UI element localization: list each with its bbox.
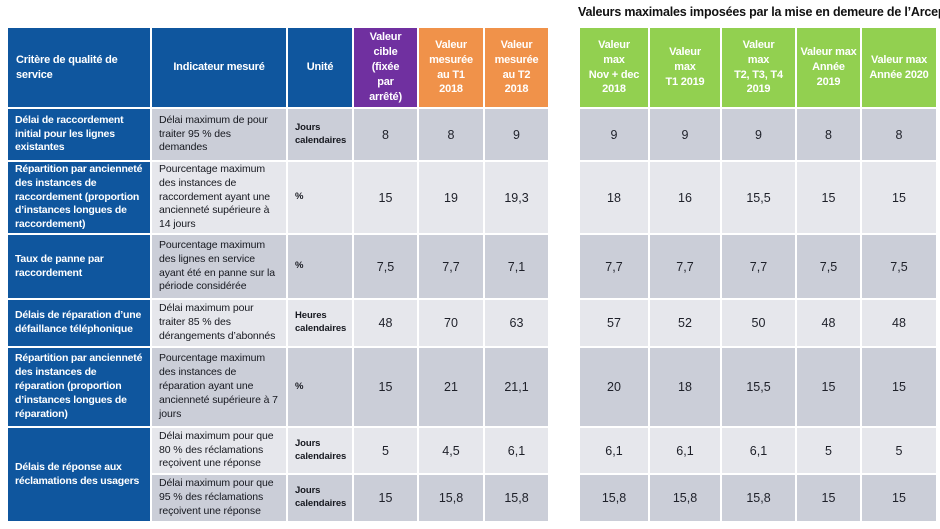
max-novdec-2018-cell: 7,7 <box>580 235 648 298</box>
indicator-cell: Délai maximum pour traiter 85 % des déra… <box>152 300 286 346</box>
criterion-cell: Répartition par ancienneté des instances… <box>8 162 150 233</box>
target-value-cell: 7,5 <box>354 235 417 298</box>
max-t1-2019-cell: 6,1 <box>650 428 720 473</box>
target-value-cell: 48 <box>354 300 417 346</box>
max-novdec-2018-cell: 9 <box>580 109 648 160</box>
measured-t2-2018-cell: 9 <box>485 109 548 160</box>
max-t1-2019-cell: 16 <box>650 162 720 233</box>
max-novdec-2018-cell: 57 <box>580 300 648 346</box>
max-annee-2020-cell: 7,5 <box>862 235 936 298</box>
max-annee-2020-cell: 8 <box>862 109 936 160</box>
max-novdec-2018-cell: 20 <box>580 348 648 426</box>
unit-cell: % <box>288 235 352 298</box>
measured-t2-2018-cell: 19,3 <box>485 162 548 233</box>
target-value-cell: 15 <box>354 348 417 426</box>
indicator-cell: Pourcentage maximum des lignes en servic… <box>152 235 286 298</box>
max-annee-2020-cell: 15 <box>862 162 936 233</box>
header-indicator: Indicateur mesuré <box>152 28 286 107</box>
right-table-title: Valeurs maximales imposées par la mise e… <box>578 5 940 19</box>
measured-t1-2018-cell: 21 <box>419 348 483 426</box>
max-annee-2020-cell: 15 <box>862 475 936 521</box>
max-annee-2019-cell: 15 <box>797 475 860 521</box>
target-value-cell: 15 <box>354 162 417 233</box>
max-annee-2019-cell: 15 <box>797 348 860 426</box>
header-measured-t1-2018: Valeur mesurée au T1 2018 <box>419 28 483 107</box>
max-annee-2020-cell: 5 <box>862 428 936 473</box>
max-t1-2019-cell: 52 <box>650 300 720 346</box>
unit-cell: Jours calendaires <box>288 428 352 473</box>
measured-t2-2018-cell: 21,1 <box>485 348 548 426</box>
max-t1-2019-cell: 15,8 <box>650 475 720 521</box>
criterion-cell: Délai de raccordement initial pour les l… <box>8 109 150 160</box>
header-max-t1-2019: Valeur max T1 2019 <box>650 28 720 107</box>
unit-cell: Heures calendaires <box>288 300 352 346</box>
header-measured-t2-2018: Valeur mesurée au T2 2018 <box>485 28 548 107</box>
criterion-cell: Délais de réparation d’une défaillance t… <box>8 300 150 346</box>
indicator-cell: Délai maximum pour que 95 % des réclamat… <box>152 475 286 521</box>
criterion-cell: Délais de réponse aux réclamations des u… <box>8 428 150 521</box>
measured-t1-2018-cell: 70 <box>419 300 483 346</box>
indicator-cell: Pourcentage maximum des instances de rac… <box>152 162 286 233</box>
measured-t1-2018-cell: 15,8 <box>419 475 483 521</box>
max-novdec-2018-cell: 15,8 <box>580 475 648 521</box>
measured-t1-2018-cell: 8 <box>419 109 483 160</box>
max-t234-2019-cell: 50 <box>722 300 795 346</box>
max-annee-2019-cell: 48 <box>797 300 860 346</box>
max-annee-2019-cell: 15 <box>797 162 860 233</box>
max-novdec-2018-cell: 6,1 <box>580 428 648 473</box>
unit-cell: % <box>288 162 352 233</box>
indicator-cell: Délai maximum de pour traiter 95 % des d… <box>152 109 286 160</box>
measured-t1-2018-cell: 19 <box>419 162 483 233</box>
max-t1-2019-cell: 18 <box>650 348 720 426</box>
criterion-cell: Taux de panne par raccordement <box>8 235 150 298</box>
measured-t2-2018-cell: 15,8 <box>485 475 548 521</box>
max-annee-2019-cell: 5 <box>797 428 860 473</box>
target-value-cell: 5 <box>354 428 417 473</box>
target-value-cell: 15 <box>354 475 417 521</box>
measured-t2-2018-cell: 6,1 <box>485 428 548 473</box>
qos-table: Critère de qualité de service Indicateur… <box>8 28 936 521</box>
unit-cell: Jours calendaires <box>288 109 352 160</box>
header-max-annee-2019: Valeur max Année 2019 <box>797 28 860 107</box>
header-target-value: Valeur cible (fixée par arrêté) <box>354 28 417 107</box>
max-annee-2020-cell: 48 <box>862 300 936 346</box>
max-annee-2019-cell: 7,5 <box>797 235 860 298</box>
measured-t1-2018-cell: 7,7 <box>419 235 483 298</box>
measured-t1-2018-cell: 4,5 <box>419 428 483 473</box>
header-criterion: Critère de qualité de service <box>8 28 150 107</box>
target-value-cell: 8 <box>354 109 417 160</box>
unit-cell: Jours calendaires <box>288 475 352 521</box>
header-max-annee-2020: Valeur max Année 2020 <box>862 28 936 107</box>
max-t234-2019-cell: 7,7 <box>722 235 795 298</box>
max-t234-2019-cell: 15,5 <box>722 348 795 426</box>
header-unit: Unité <box>288 28 352 107</box>
max-t1-2019-cell: 7,7 <box>650 235 720 298</box>
measured-t2-2018-cell: 7,1 <box>485 235 548 298</box>
unit-cell: % <box>288 348 352 426</box>
criterion-cell: Répartition par ancienneté des instances… <box>8 348 150 426</box>
max-annee-2020-cell: 15 <box>862 348 936 426</box>
header-max-t234-2019: Valeur max T2, T3, T4 2019 <box>722 28 795 107</box>
max-t234-2019-cell: 6,1 <box>722 428 795 473</box>
max-novdec-2018-cell: 18 <box>580 162 648 233</box>
measured-t2-2018-cell: 63 <box>485 300 548 346</box>
max-t234-2019-cell: 9 <box>722 109 795 160</box>
indicator-cell: Délai maximum pour que 80 % des réclamat… <box>152 428 286 473</box>
max-t234-2019-cell: 15,8 <box>722 475 795 521</box>
max-t234-2019-cell: 15,5 <box>722 162 795 233</box>
max-t1-2019-cell: 9 <box>650 109 720 160</box>
indicator-cell: Pourcentage maximum des instances de rép… <box>152 348 286 426</box>
max-annee-2019-cell: 8 <box>797 109 860 160</box>
header-max-novdec-2018: Valeur max Nov + dec 2018 <box>580 28 648 107</box>
